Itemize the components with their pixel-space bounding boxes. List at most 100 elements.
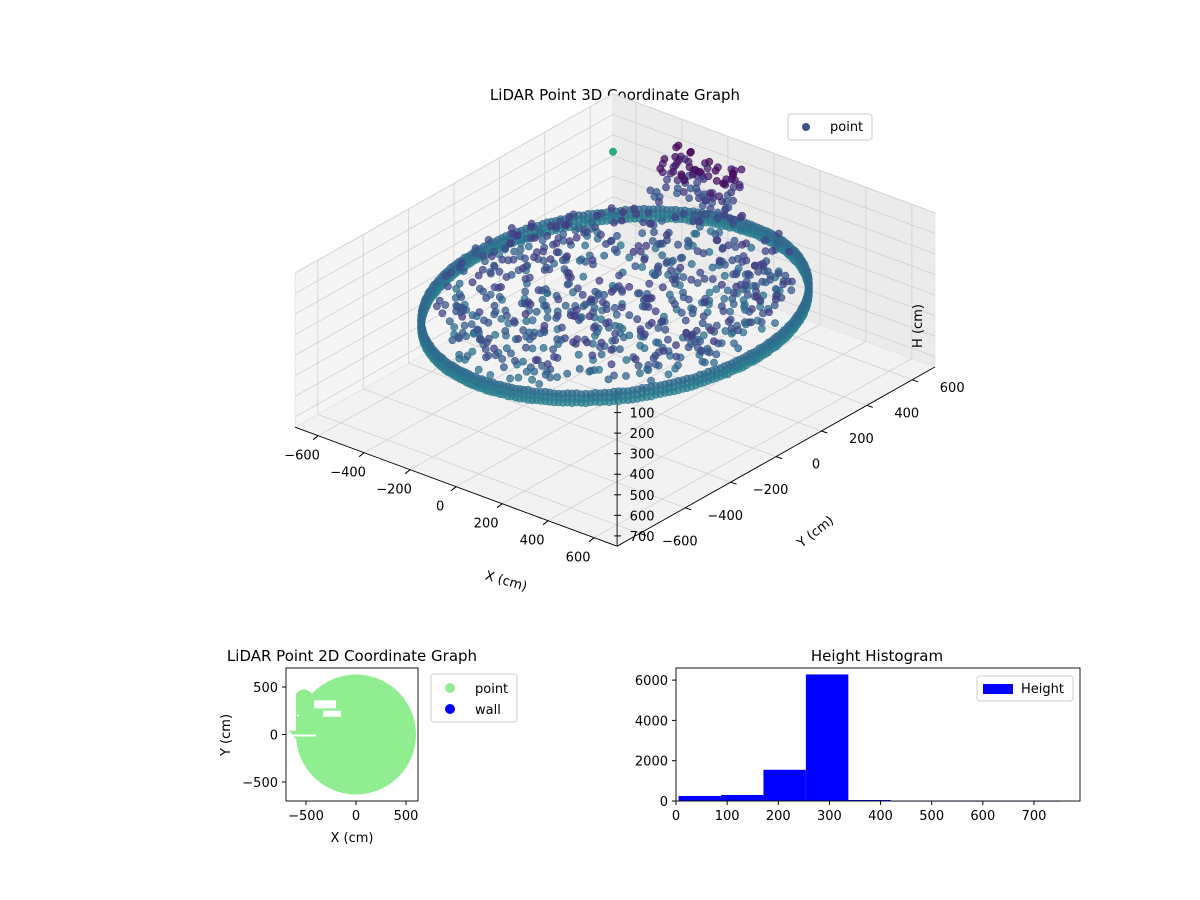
- point-marker: [708, 263, 717, 272]
- chart-histogram-plot: 0 100 200 300 400 500 600 700 0 2000 4000 6000: [635, 667, 1081, 824]
- x-tick-label: 500: [919, 809, 944, 824]
- point-marker: [552, 248, 561, 256]
- histogram-bar: [848, 799, 891, 801]
- histogram-bar: [721, 794, 764, 801]
- point-marker: [448, 336, 457, 345]
- point-marker: [482, 353, 490, 362]
- point-marker: [688, 170, 697, 179]
- point-marker: [497, 283, 505, 291]
- x-tick-label: 200: [474, 517, 499, 532]
- point-marker: [757, 318, 766, 326]
- y-tick-label: 0: [812, 458, 820, 473]
- point-marker: [591, 223, 599, 232]
- y-tick-label: 600: [940, 381, 965, 396]
- point-marker: [698, 357, 707, 366]
- point-marker: [478, 265, 487, 274]
- point-marker: [771, 319, 779, 327]
- point-marker: [490, 261, 498, 270]
- point-marker: [684, 343, 693, 352]
- x-tick: [588, 537, 595, 543]
- point-marker: [720, 210, 729, 219]
- point-marker: [706, 189, 714, 197]
- histogram-bar: [763, 769, 806, 801]
- grid-line: [499, 311, 822, 432]
- point-marker: [758, 277, 767, 286]
- point-marker: [527, 222, 536, 231]
- point-marker: [684, 242, 692, 251]
- point-marker: [697, 347, 705, 356]
- point-marker: [491, 351, 500, 360]
- point-marker: [644, 303, 653, 311]
- chart-3d-panes: [293, 92, 937, 547]
- point-marker: [589, 260, 597, 269]
- point-marker: [726, 315, 735, 324]
- point-marker: [720, 179, 729, 188]
- point-marker: [638, 263, 647, 271]
- point-marker: [672, 341, 680, 349]
- point-marker: [585, 312, 594, 321]
- x-tick: [358, 452, 365, 458]
- point-marker: [519, 264, 527, 273]
- point-marker: [693, 178, 702, 187]
- point-marker: [645, 279, 654, 288]
- point-marker: [502, 311, 511, 320]
- point-marker: [663, 236, 671, 245]
- point-marker: [487, 252, 496, 261]
- y-tick-label: 2000: [635, 755, 668, 770]
- point-marker: [563, 280, 572, 289]
- point-marker: [715, 256, 724, 265]
- point-marker: [455, 263, 464, 272]
- point-marker: [609, 147, 617, 156]
- point-marker: [669, 167, 678, 176]
- chart-histogram-legend-box: [976, 675, 1074, 702]
- point-marker: [644, 361, 653, 369]
- point-marker: [514, 373, 523, 382]
- point-marker: [445, 317, 454, 326]
- point-marker: [563, 369, 572, 378]
- point-marker: [730, 339, 738, 348]
- point-marker: [607, 287, 616, 296]
- point-marker: [656, 239, 665, 248]
- point-marker: [535, 228, 544, 237]
- point-marker: [761, 247, 770, 255]
- point-marker: [671, 300, 679, 309]
- point-marker: [700, 274, 709, 283]
- x-tick-label: 700: [1022, 809, 1047, 824]
- chart-3d: LiDAR Point 3D Coordinate Graph −600−400…: [284, 86, 964, 595]
- y-tick-label: 0: [270, 729, 278, 744]
- point-marker: [727, 324, 736, 333]
- point-marker: [648, 237, 657, 245]
- point-marker: [658, 317, 667, 326]
- point-marker: [587, 295, 596, 304]
- point-marker: [647, 318, 656, 327]
- point-marker: [468, 311, 477, 320]
- point-marker: [699, 312, 708, 321]
- point-marker: [720, 271, 729, 280]
- empty-region: [286, 734, 316, 737]
- point-marker: [581, 300, 590, 309]
- point-marker: [558, 323, 566, 332]
- x-tick-label: 600: [566, 551, 591, 566]
- x-tick-label: 300: [817, 809, 842, 824]
- z-tick-label: 100: [630, 407, 655, 422]
- point-marker: [747, 318, 756, 327]
- point-marker: [681, 316, 690, 325]
- point-marker: [561, 334, 569, 343]
- point-marker: [651, 244, 660, 253]
- chart-2d-plot: −500 0 500 −500 0 500: [242, 667, 419, 824]
- chart-3d-xlabel: X (cm): [483, 568, 528, 594]
- x-tick-label: −400: [330, 466, 366, 481]
- point-marker: [690, 210, 699, 219]
- point-marker: [581, 241, 590, 250]
- chart-3d-ylabel: Y (cm): [794, 513, 837, 551]
- point-marker: [622, 372, 630, 380]
- point-marker: [585, 367, 594, 376]
- empty-region: [286, 681, 296, 731]
- point-marker: [766, 275, 774, 284]
- z-tick-label: 300: [630, 448, 655, 463]
- point-marker: [642, 241, 651, 250]
- point-marker: [528, 375, 536, 384]
- point-marker: [617, 303, 626, 312]
- point-marker: [522, 332, 531, 341]
- point-marker: [736, 213, 745, 222]
